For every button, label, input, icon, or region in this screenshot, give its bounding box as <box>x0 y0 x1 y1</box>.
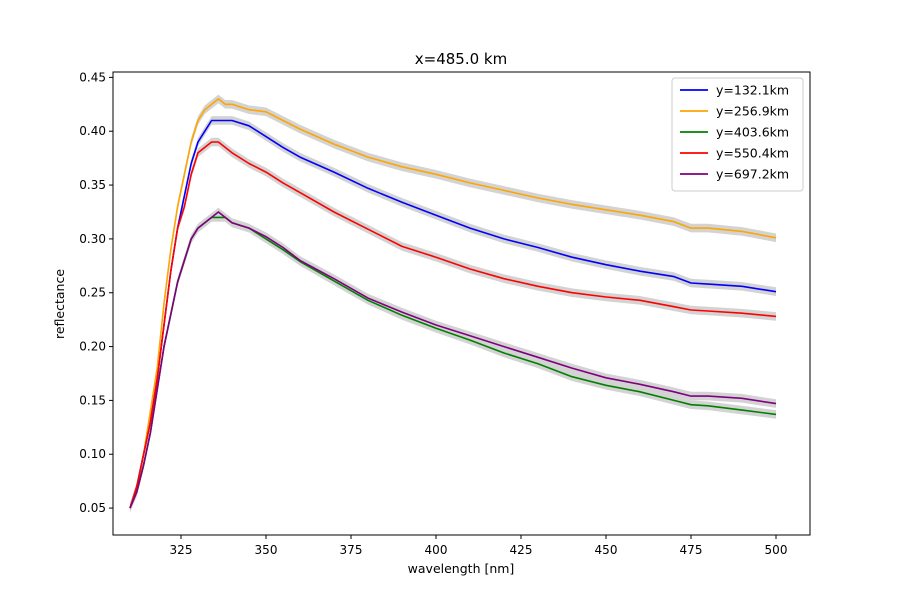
legend-entry: y=550.4km <box>716 146 789 161</box>
y-tick-label: 0.10 <box>79 447 106 461</box>
x-axis: 325 350 375 400 425 450 475 500 <box>170 535 788 557</box>
legend-box <box>671 77 804 192</box>
y-tick-label: 0.40 <box>79 124 106 138</box>
x-tick-label: 350 <box>255 543 278 557</box>
y-axis: 0.05 0.10 0.15 0.20 0.25 0.30 0.35 0.40 0.45 <box>79 70 113 515</box>
y-tick-label: 0.05 <box>79 501 106 515</box>
legend-entry: y=403.6km <box>716 125 789 140</box>
x-axis-label: wavelength [nm] <box>408 561 515 576</box>
legend-entry: y=256.9km <box>716 104 789 119</box>
y-tick-label: 0.35 <box>79 178 106 192</box>
y-tick-label: 0.15 <box>79 393 106 407</box>
series-line-4 <box>129 141 777 509</box>
y-tick-label: 0.45 <box>79 70 106 84</box>
plot-frame <box>112 71 811 536</box>
series-band-1 <box>130 116 776 513</box>
legend-entry: y=132.1km <box>716 83 789 98</box>
legend-entry: y=697.2km <box>716 167 789 182</box>
y-tick-label: 0.20 <box>79 340 106 354</box>
x-tick-label: 325 <box>170 543 193 557</box>
y-tick-label: 0.25 <box>79 286 106 300</box>
x-tick-label: 500 <box>765 543 788 557</box>
x-tick-label: 450 <box>595 543 618 557</box>
x-tick-label: 375 <box>340 543 363 557</box>
y-axis-label: reflectance <box>52 269 67 339</box>
x-tick-label: 425 <box>510 543 533 557</box>
x-tick-label: 400 <box>425 543 448 557</box>
series-line-5 <box>129 211 777 509</box>
series-line-2 <box>129 98 777 509</box>
legend: y=132.1km y=256.9km y=403.6km y=550.4km y=69… <box>671 77 804 192</box>
x-tick-label: 475 <box>680 543 703 557</box>
y-tick-label: 0.30 <box>79 232 106 246</box>
chart-title: x=485.0 km <box>415 50 507 68</box>
series-lines <box>129 98 777 509</box>
